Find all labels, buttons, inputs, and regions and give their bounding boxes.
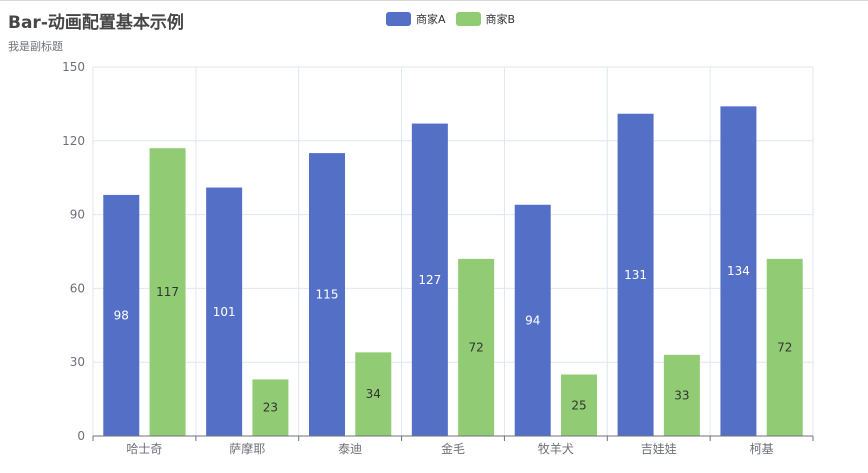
legend: 商家A 商家B — [386, 11, 525, 27]
data-label-series-a: 127 — [418, 273, 441, 287]
y-tick-label: 90 — [70, 208, 85, 222]
top-border — [0, 0, 868, 1]
data-label-series-a: 134 — [727, 264, 750, 278]
y-tick-label: 0 — [77, 429, 85, 443]
bar-series-b[interactable] — [663, 354, 700, 436]
data-label-series-b: 117 — [156, 285, 179, 299]
bar-series-a[interactable] — [103, 194, 140, 436]
x-tick-label: 金毛 — [441, 441, 465, 456]
data-label-series-b: 72 — [469, 340, 484, 354]
bar-series-a[interactable] — [206, 187, 243, 436]
legend-item-series-a[interactable]: 商家A — [386, 11, 446, 27]
legend-item-series-b[interactable]: 商家B — [455, 11, 516, 27]
bar-series-a[interactable] — [309, 153, 345, 436]
data-label-series-a: 101 — [213, 305, 236, 319]
bar-series-a[interactable] — [617, 113, 654, 437]
bar-series-b[interactable] — [561, 374, 597, 437]
chart-title: Bar-动画配置基本示例 — [8, 13, 184, 33]
data-label-series-b: 25 — [571, 398, 586, 412]
bar-series-b[interactable] — [355, 352, 392, 436]
y-tick-label: 150 — [62, 60, 85, 74]
y-tick-label: 120 — [62, 134, 85, 148]
bar-series-a[interactable] — [720, 106, 757, 437]
legend-swatch-series-b — [455, 12, 481, 26]
x-tick-label: 萨摩耶 — [229, 441, 265, 456]
x-tick-label: 吉娃娃 — [641, 442, 677, 456]
data-label-series-b: 72 — [777, 340, 792, 354]
x-tick-label: 泰迪 — [338, 442, 362, 456]
bar-series-b[interactable] — [252, 379, 289, 436]
data-label-series-b: 34 — [366, 387, 381, 401]
chart-subtitle: 我是副标题 — [8, 40, 63, 53]
bar-series-a[interactable] — [411, 123, 448, 436]
bar-series-a[interactable] — [514, 204, 551, 436]
y-tick-label: 60 — [70, 281, 85, 295]
x-tick-label: 柯基 — [750, 442, 774, 456]
bar-series-b[interactable] — [458, 258, 495, 436]
bar-series-b[interactable] — [766, 258, 803, 436]
legend-swatch-series-a — [386, 12, 411, 26]
data-label-series-b: 23 — [263, 401, 278, 415]
data-label-series-b: 33 — [674, 388, 689, 402]
y-tick-label: 30 — [70, 355, 85, 369]
data-label-series-a: 94 — [525, 313, 540, 327]
x-tick-label: 哈士奇 — [126, 442, 162, 456]
data-label-series-a: 115 — [316, 288, 339, 302]
data-label-series-a: 98 — [114, 308, 129, 322]
x-tick-label: 牧羊犬 — [538, 441, 574, 456]
data-label-series-a: 131 — [624, 268, 647, 282]
legend-label-series-b: 商家B — [485, 13, 516, 26]
legend-label-series-a: 商家A — [416, 13, 446, 26]
bar-series-b[interactable] — [149, 148, 186, 436]
